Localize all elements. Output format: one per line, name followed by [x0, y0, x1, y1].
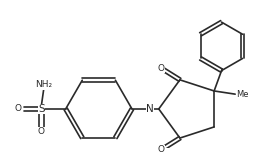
Text: O: O	[157, 64, 165, 73]
Text: N: N	[146, 104, 154, 114]
Text: NH₂: NH₂	[35, 80, 53, 89]
Text: Me: Me	[236, 90, 249, 99]
Text: O: O	[38, 127, 45, 136]
Text: S: S	[38, 104, 45, 114]
Text: O: O	[157, 145, 165, 154]
Text: O: O	[15, 104, 22, 114]
